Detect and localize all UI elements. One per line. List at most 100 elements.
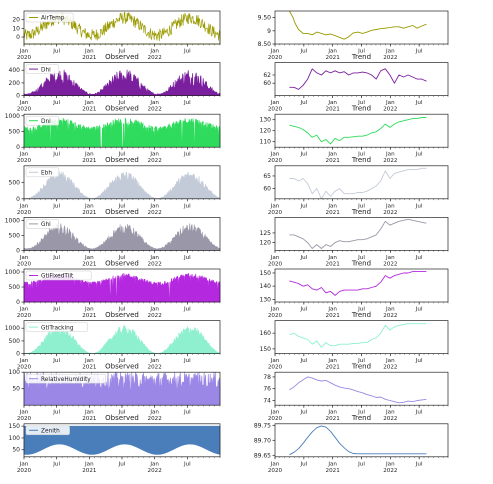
observed-xtick-label: Jan [149,307,159,313]
observed-xtick-label: Jul [52,410,60,416]
observed-xtick-label: Jan [149,49,159,55]
trend-axes-frame [274,423,449,458]
observed-ytick-label: 0 [16,144,20,151]
trend-ytick-label: 89.70 [254,437,271,444]
observed-legend-box [25,373,106,384]
trend-xtick-year: 2020 [268,55,283,61]
trend-xtick-year: 2020 [268,158,283,164]
trend-line [289,323,427,348]
observed-xtick-year: 2020 [17,313,32,319]
trend-xtick-label: Jan [385,358,395,364]
observed-xtick-label: Jul [183,255,191,261]
trend-xtick-year: 2021 [326,365,341,371]
observed-xtick-year: 2022 [148,416,162,422]
observed-xtick-label: Jul [183,100,191,106]
observed-xtick-label: Jan [19,255,29,261]
trend-xtick-year: 2022 [383,416,397,422]
observed-subtitle: Observed [105,311,139,319]
observed-subtitle: Observed [105,53,139,61]
trend-line [289,68,427,90]
trend-xtick-year: 2021 [326,210,341,216]
observed-xtick-year: 2021 [82,261,97,267]
observed-subtitle: Observed [105,363,139,371]
observed-ytick-label: 50 [12,386,20,393]
trend-xtick-year: 2021 [326,416,341,422]
observed-xtick-label: Jul [183,358,191,364]
trend-ytick-label: 150 [260,346,272,353]
observed-xtick-label: Jul [52,461,60,467]
trend-line [289,10,427,40]
observed-xtick-label: Jul [183,203,191,209]
trend-ytick-label: 60 [263,186,271,193]
trend-xtick-label: Jul [357,100,365,106]
trend-ytick-label: 8.50 [258,41,272,48]
trend-xtick-label: Jul [415,255,423,261]
trend-xtick-year: 2022 [383,261,397,267]
observed-xtick-label: Jul [118,49,126,55]
trend-xtick-label: Jul [299,255,307,261]
observed-xtick-label: Jul [52,307,60,313]
observed-ytick-label: 20 [12,17,20,24]
observed-xtick-label: Jul [118,410,126,416]
trend-subtitle: Trend [351,363,371,371]
observed-xtick-year: 2021 [82,365,97,371]
trend-ytick-label: 160 [260,330,272,337]
trend-xtick-label: Jan [327,461,337,467]
trend-xtick-label: Jul [299,152,307,158]
trend-xtick-label: Jan [327,203,337,209]
observed-xtick-year: 2021 [82,55,97,61]
trend-xtick-label: Jan [327,255,337,261]
observed-xtick-label: Jul [118,461,126,467]
trend-line [289,425,427,456]
trend-xtick-label: Jan [270,410,280,416]
observed-xtick-year: 2020 [17,468,32,474]
observed-xtick-label: Jan [84,358,94,364]
observed-xtick-label: Jan [84,49,94,55]
observed-legend-label: Ghi [41,222,51,228]
trend-xtick-year: 2021 [326,261,341,267]
observed-xtick-label: Jul [183,307,191,313]
trend-xtick-label: Jul [415,49,423,55]
trend-ytick-label: 130 [260,296,272,303]
trend-line [289,117,427,145]
observed-ytick-label: 0 [16,247,20,254]
observed-subtitle: Observed [105,105,139,113]
trend-ytick-label: 140 [260,283,272,290]
observed-ytick-label: 500 [9,338,21,345]
observed-ytick-label: 0 [16,196,20,203]
observed-xtick-year: 2021 [82,468,97,474]
trend-xtick-label: Jan [270,307,280,313]
trend-axes-frame [274,10,449,45]
observed-ytick-label: 400 [9,67,21,74]
observed-ytick-label: 100 [9,435,21,442]
observed-xtick-year: 2020 [17,210,32,216]
observed-xtick-label: Jan [149,152,159,158]
trend-xtick-label: Jul [415,307,423,313]
observed-subtitle: Observed [105,414,139,422]
observed-ytick-label: 0 [16,93,20,100]
observed-legend-label: AirTemp [41,16,65,22]
trend-xtick-year: 2021 [326,158,341,164]
trend-axes-frame [274,268,449,303]
trend-ytick-label: 62 [263,72,271,79]
trend-xtick-label: Jul [415,203,423,209]
observed-legend-box [25,12,74,23]
trend-ytick-label: 60 [263,80,271,87]
trend-xtick-label: Jul [357,358,365,364]
observed-legend-label: RelativeHumidity [41,377,91,383]
observed-xtick-label: Jan [19,307,29,313]
trend-xtick-label: Jan [270,49,280,55]
trend-xtick-year: 2022 [383,55,397,61]
observed-legend-box [25,322,88,332]
trend-xtick-label: Jan [385,100,395,106]
observed-ytick-label: 500 [9,179,21,186]
observed-xtick-year: 2021 [82,416,97,422]
observed-xtick-label: Jan [19,49,29,55]
